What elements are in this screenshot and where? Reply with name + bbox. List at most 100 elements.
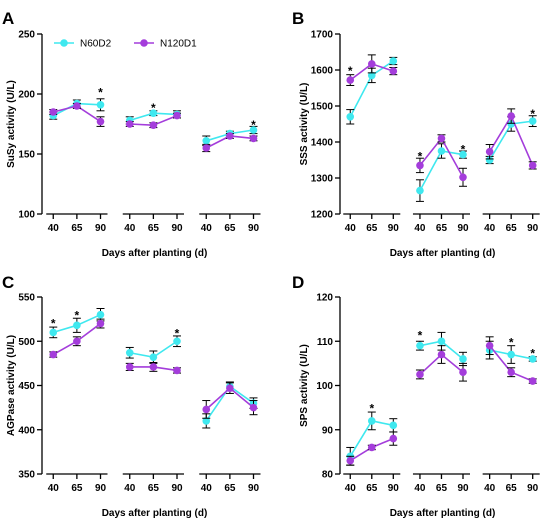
significance-star: * — [530, 107, 535, 121]
y-tick-label: 110 — [317, 337, 334, 348]
y-tick-label: 500 — [18, 337, 35, 348]
panel-label: D — [292, 273, 304, 292]
x-tick-label: 65 — [224, 223, 236, 234]
data-point — [249, 403, 258, 412]
significance-star: * — [98, 86, 103, 100]
data-point — [149, 109, 158, 117]
data-point — [459, 368, 467, 377]
data-point — [528, 355, 537, 363]
data-point — [346, 113, 355, 121]
legend-marker — [140, 39, 148, 47]
data-point — [125, 120, 134, 128]
y-tick-label: 350 — [18, 470, 35, 481]
x-tick-label: 65 — [506, 483, 518, 494]
data-point — [437, 350, 446, 359]
x-tick-label: 40 — [345, 223, 357, 234]
data-point — [173, 111, 181, 120]
data-point — [416, 186, 424, 195]
data-point — [389, 434, 398, 443]
significance-star: * — [175, 326, 180, 340]
data-point — [149, 353, 158, 361]
legend-marker — [60, 39, 68, 47]
y-tick-label: 1400 — [311, 138, 334, 149]
y-axis-label: SPS activity (U/L) — [299, 344, 310, 427]
significance-star: * — [51, 317, 56, 331]
data-point — [437, 337, 446, 346]
x-tick-label: 90 — [171, 483, 183, 494]
x-tick-label: 65 — [366, 223, 378, 234]
data-point — [73, 102, 81, 110]
data-point — [226, 384, 234, 392]
data-point — [367, 60, 376, 68]
data-point — [202, 137, 211, 145]
data-point — [96, 319, 105, 328]
significance-star: * — [348, 64, 353, 78]
y-tick-label: 400 — [18, 425, 35, 436]
significance-star: * — [151, 101, 156, 115]
panel-b: B 1200 1300 1400 1500 1600 1700 SSS activity (U… — [292, 9, 540, 259]
x-tick-label: 90 — [527, 483, 539, 494]
data-point — [149, 363, 158, 371]
data-point — [485, 341, 494, 350]
significance-star: * — [251, 118, 256, 132]
x-tick-label: 90 — [457, 483, 469, 494]
significance-star: * — [461, 142, 466, 156]
data-point — [346, 456, 355, 465]
panel-label: A — [2, 9, 14, 28]
x-tick-label: 65 — [436, 483, 448, 494]
y-axis-label: AGPase activity (U/L) — [6, 335, 17, 436]
data-point — [96, 310, 105, 319]
y-tick-label: 200 — [18, 90, 35, 101]
significance-star: * — [509, 335, 514, 349]
data-point — [49, 350, 58, 359]
legend-item-n120d1: N120D1 — [134, 39, 197, 50]
data-point — [49, 108, 58, 116]
data-point — [389, 421, 398, 430]
data-point — [416, 161, 424, 170]
significance-star: * — [530, 346, 535, 360]
panel-d: D 80 90 100 110 120 SPS activity (U/L) 40 65 90 40… — [292, 273, 540, 519]
data-point — [507, 112, 515, 120]
legend: N60D2 N120D1 — [54, 39, 197, 50]
series-n120d1 — [346, 54, 537, 187]
significance-star: * — [418, 150, 423, 164]
y-tick-label: 80 — [322, 470, 334, 481]
y-tick-label: 1600 — [311, 66, 334, 77]
y-tick-label: 550 — [18, 293, 35, 304]
y-tick-label: 150 — [18, 150, 35, 161]
series-n120d1 — [49, 318, 258, 419]
data-point — [249, 126, 258, 134]
data-point — [346, 76, 355, 84]
y-tick-label: 1200 — [311, 210, 334, 221]
x-tick-label: 40 — [124, 223, 136, 234]
x-tick-label: 90 — [171, 223, 183, 234]
x-tick-label: 90 — [388, 483, 400, 494]
x-tick-label: 65 — [506, 223, 518, 234]
x-tick-label: 65 — [148, 483, 160, 494]
data-point — [367, 417, 376, 425]
x-tick-label: 65 — [71, 223, 83, 234]
data-point — [459, 355, 467, 363]
data-point — [202, 417, 211, 425]
series-n120d1 — [346, 336, 537, 466]
significance-star: * — [418, 329, 423, 343]
x-tick-label: 40 — [48, 223, 60, 234]
legend-label: N60D2 — [80, 39, 112, 50]
data-point — [416, 370, 424, 379]
x-tick-label: 90 — [248, 223, 260, 234]
y-tick-label: 250 — [18, 30, 35, 41]
data-point — [437, 147, 446, 155]
data-point — [202, 405, 211, 414]
data-point — [249, 134, 258, 143]
x-tick-label: 90 — [388, 223, 400, 234]
data-point — [459, 150, 467, 159]
y-axis-label: SSS activity (U/L) — [299, 83, 310, 166]
data-point — [96, 117, 105, 126]
data-point — [96, 101, 105, 109]
legend-label: N120D1 — [160, 39, 197, 50]
legend-item-n60d2: N60D2 — [54, 39, 112, 50]
data-point — [528, 161, 537, 170]
series-n60d2 — [346, 56, 537, 202]
x-axis-label: Days after planting (d) — [102, 248, 208, 259]
